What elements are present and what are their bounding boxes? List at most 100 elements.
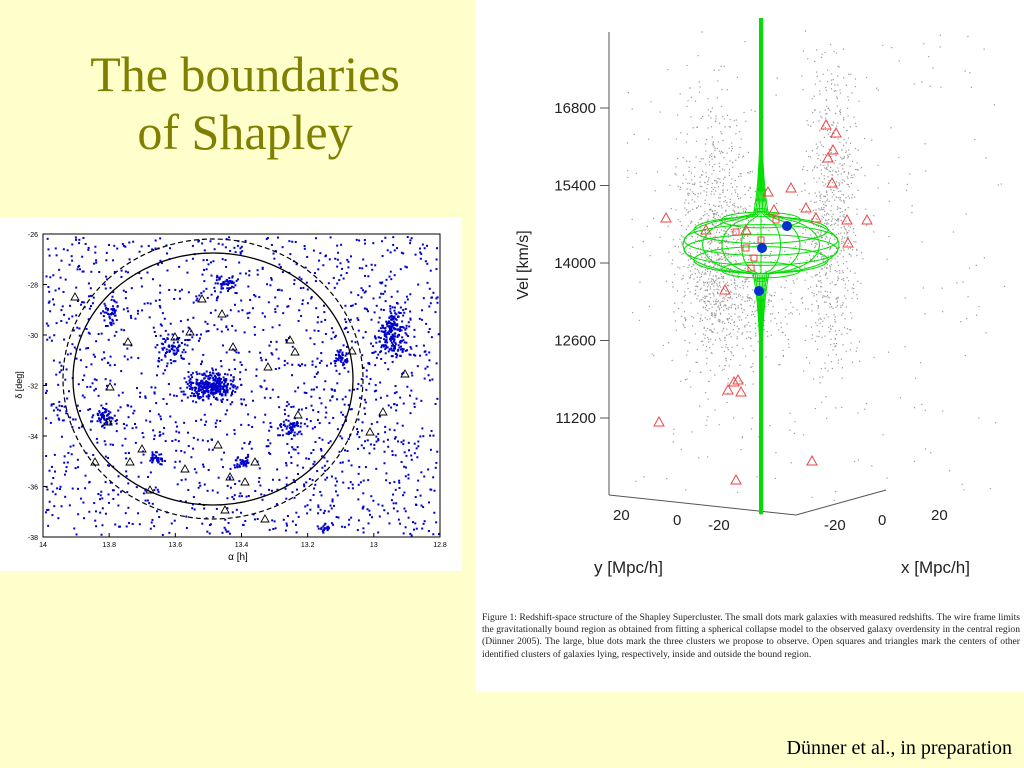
title-line-2: of Shapley xyxy=(137,104,353,160)
galaxy-dot xyxy=(821,286,823,288)
galaxy-point xyxy=(108,417,111,420)
galaxy-dot xyxy=(778,364,780,366)
galaxy-point xyxy=(159,415,162,418)
galaxy-dot xyxy=(804,266,806,268)
galaxy-point xyxy=(395,356,398,359)
galaxy-point xyxy=(65,410,68,413)
galaxy-point xyxy=(160,342,163,345)
galaxy-dot xyxy=(716,181,718,183)
galaxy-point xyxy=(153,438,156,441)
galaxy-point xyxy=(85,328,88,331)
galaxy-dot xyxy=(968,267,971,269)
galaxy-point xyxy=(175,430,178,433)
galaxy-dot xyxy=(843,213,845,216)
wireframe-ring xyxy=(759,438,763,442)
galaxy-dot xyxy=(807,288,809,290)
galaxy-dot xyxy=(694,224,696,226)
galaxy-dot xyxy=(672,286,674,288)
galaxy-point xyxy=(170,362,173,365)
galaxy-dot xyxy=(726,307,728,310)
galaxy-point xyxy=(110,313,113,316)
galaxy-dot xyxy=(692,208,694,210)
galaxy-dot xyxy=(855,168,857,171)
galaxy-point xyxy=(390,314,393,317)
galaxy-dot xyxy=(801,75,803,77)
galaxy-point xyxy=(278,367,281,370)
galaxy-dot xyxy=(713,69,716,71)
galaxy-dot xyxy=(846,267,849,269)
slide-title: The boundaries of Shapley xyxy=(20,45,470,161)
galaxy-dot xyxy=(830,338,832,340)
galaxy-dot xyxy=(843,232,845,234)
galaxy-point xyxy=(216,387,219,390)
galaxy-point xyxy=(339,435,342,438)
galaxy-dot xyxy=(719,152,722,154)
galaxy-dot xyxy=(794,421,796,423)
galaxy-dot xyxy=(826,267,828,270)
galaxy-point xyxy=(247,413,250,416)
galaxy-point xyxy=(312,493,315,496)
galaxy-point xyxy=(225,387,228,390)
galaxy-dot xyxy=(857,149,859,151)
galaxy-dot xyxy=(835,170,837,173)
galaxy-point xyxy=(239,461,242,464)
galaxy-point xyxy=(225,379,228,382)
galaxy-point xyxy=(252,513,255,516)
galaxy-dot xyxy=(748,172,750,174)
galaxy-point xyxy=(110,420,113,423)
galaxy-point xyxy=(312,463,315,466)
galaxy-point xyxy=(197,396,200,399)
galaxy-dot xyxy=(726,163,728,166)
galaxy-dot xyxy=(704,272,706,274)
galaxy-point xyxy=(151,248,154,251)
galaxy-dot xyxy=(713,285,715,287)
galaxy-dot xyxy=(715,276,717,278)
galaxy-point xyxy=(431,296,434,299)
galaxy-point xyxy=(324,416,327,419)
galaxy-point xyxy=(321,530,324,533)
galaxy-point xyxy=(398,486,401,489)
galaxy-dot xyxy=(736,240,738,242)
galaxy-point xyxy=(339,359,342,362)
galaxy-point xyxy=(290,405,293,408)
galaxy-dot xyxy=(730,283,733,285)
galaxy-point xyxy=(53,505,56,508)
galaxy-point xyxy=(65,368,68,371)
galaxy-dot xyxy=(811,260,813,262)
galaxy-point xyxy=(420,318,423,321)
galaxy-dot xyxy=(712,212,714,215)
galaxy-point xyxy=(109,355,112,358)
galaxy-dot xyxy=(690,302,692,304)
galaxy-dot xyxy=(818,177,820,179)
galaxy-point xyxy=(245,462,248,465)
galaxy-dot xyxy=(709,154,711,156)
galaxy-point xyxy=(388,428,391,431)
galaxy-dot xyxy=(847,236,849,238)
galaxy-dot xyxy=(742,332,744,334)
galaxy-point xyxy=(187,291,190,294)
galaxy-point xyxy=(286,362,289,365)
galaxy-dot xyxy=(696,251,699,253)
galaxy-dot xyxy=(704,231,707,234)
galaxy-point xyxy=(345,326,348,329)
galaxy-dot xyxy=(685,178,687,180)
galaxy-dot xyxy=(726,284,729,286)
galaxy-point xyxy=(295,531,298,534)
galaxy-point xyxy=(309,337,312,340)
galaxy-point xyxy=(140,461,143,464)
galaxy-dot xyxy=(707,416,709,418)
galaxy-dot xyxy=(743,256,745,258)
galaxy-point xyxy=(339,262,342,265)
galaxy-point xyxy=(346,450,349,453)
galaxy-point xyxy=(244,272,247,275)
galaxy-dot xyxy=(983,257,985,259)
galaxy-point xyxy=(99,421,102,424)
galaxy-point xyxy=(291,520,294,523)
galaxy-dot xyxy=(707,242,709,244)
galaxy-point xyxy=(259,356,262,359)
galaxy-dot xyxy=(925,170,927,172)
x-tick-labels: 14 13.8 13.6 13.4 13.2 13 12.8 xyxy=(39,533,447,549)
galaxy-dot xyxy=(706,300,709,302)
galaxy-point xyxy=(88,307,91,310)
galaxy-dot xyxy=(841,278,843,281)
